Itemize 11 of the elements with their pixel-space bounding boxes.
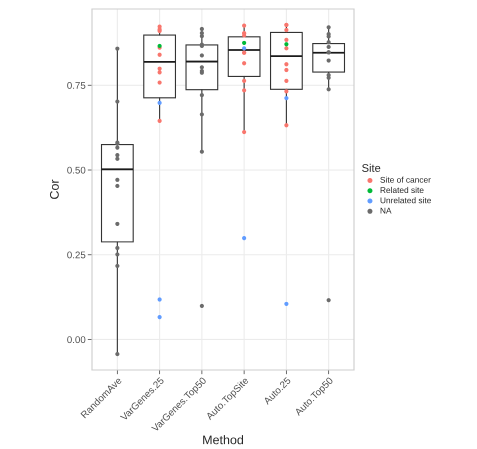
legend-title: Site bbox=[362, 164, 380, 172]
y-tick-label: 0.50 bbox=[67, 166, 86, 174]
legend-label: Related site bbox=[380, 186, 424, 194]
y-tick-label: 0.75 bbox=[67, 82, 86, 89]
y-axis-title: Cor bbox=[50, 180, 59, 199]
legend-label: Site of cancer bbox=[380, 176, 431, 183]
y-tick-label: 0.00 bbox=[67, 336, 86, 344]
legend-label: NA bbox=[380, 208, 392, 214]
legend-label: Unrelated site bbox=[380, 197, 431, 204]
x-axis-title: Method bbox=[203, 435, 244, 444]
y-tick-label: 0.25 bbox=[67, 251, 86, 258]
